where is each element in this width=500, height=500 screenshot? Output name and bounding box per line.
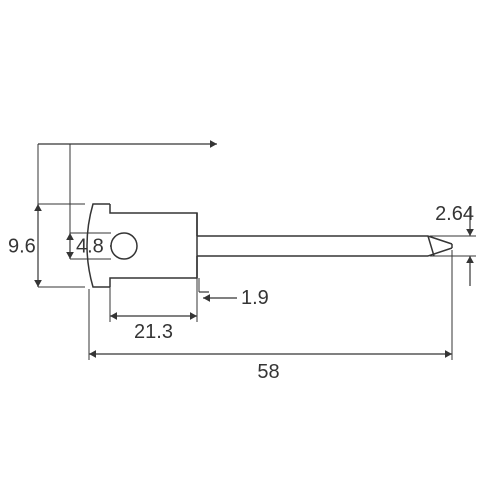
dim-shaft-dia: 2.64 bbox=[435, 203, 474, 225]
dim-overall-len: 58 bbox=[257, 361, 279, 383]
dim-shaft-offset: 1.9 bbox=[241, 287, 269, 309]
dim-hole-dia: 4.8 bbox=[76, 236, 104, 258]
dim-head-dia: 9.6 bbox=[8, 236, 36, 258]
dim-body-len: 21.3 bbox=[134, 321, 173, 343]
